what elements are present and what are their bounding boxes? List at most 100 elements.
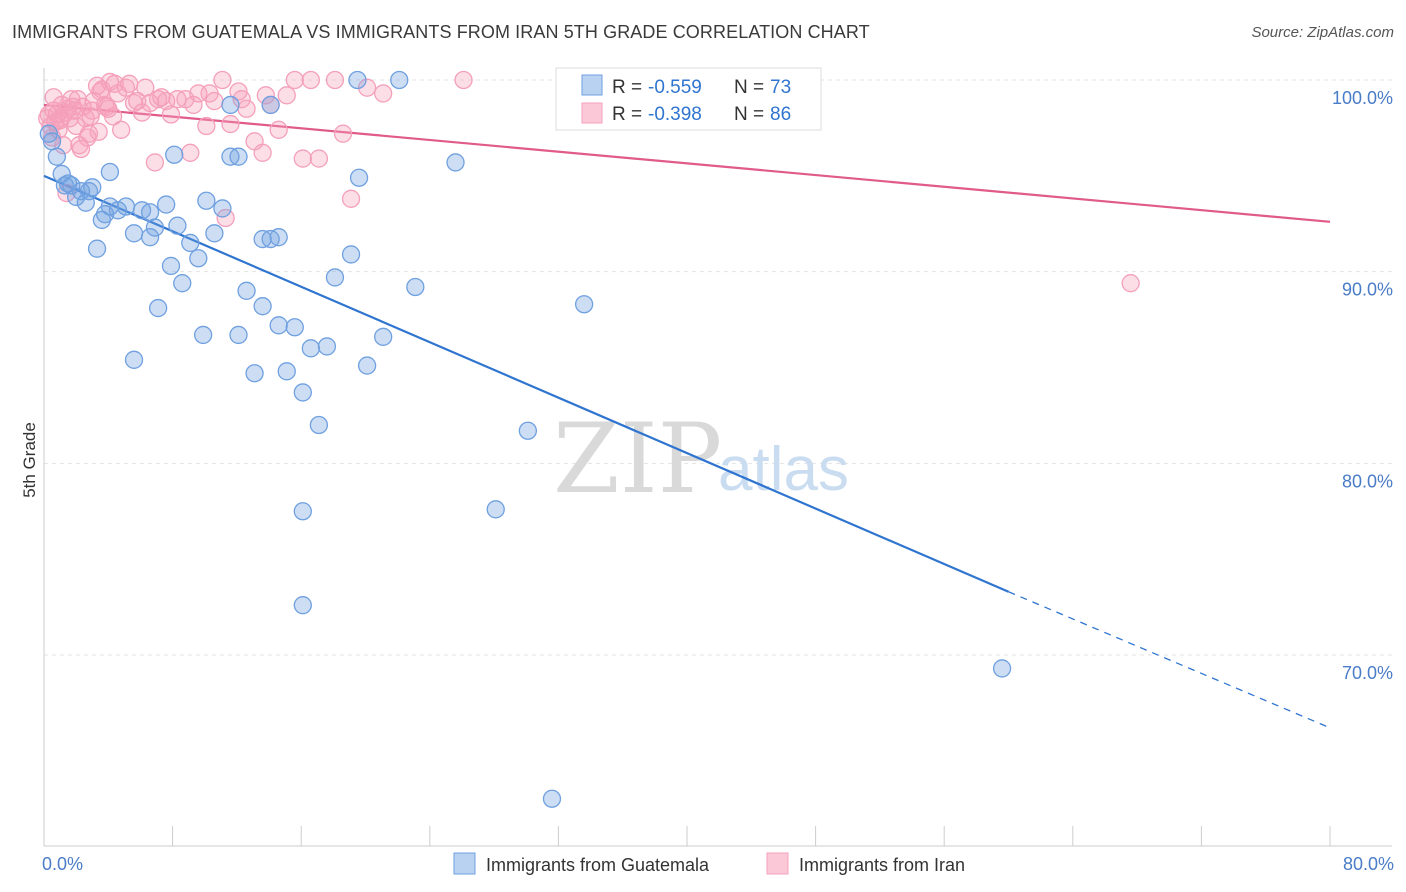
chart-title: IMMIGRANTS FROM GUATEMALA VS IMMIGRANTS … bbox=[12, 22, 870, 42]
legend-swatch-guatemala bbox=[453, 852, 476, 875]
y-axis-label: 5th Grade bbox=[20, 422, 39, 498]
y-tick-label-1: 90.0% bbox=[1342, 280, 1393, 300]
point-guatemala-54 bbox=[542, 789, 562, 808]
point-guatemala-26 bbox=[173, 274, 192, 293]
point-guatemala-38 bbox=[269, 316, 288, 335]
point-iran-85 bbox=[50, 111, 70, 130]
point-iran-29 bbox=[103, 107, 123, 126]
watermark: ZIP atlas bbox=[553, 403, 849, 515]
point-iran-54 bbox=[285, 70, 304, 90]
point-iran-62 bbox=[374, 84, 393, 103]
point-guatemala-28 bbox=[189, 249, 208, 268]
point-guatemala-46 bbox=[341, 245, 361, 264]
point-iran-67 bbox=[97, 97, 116, 116]
point-iran-24 bbox=[89, 122, 108, 141]
point-guatemala-44 bbox=[317, 337, 337, 356]
y-tick-label-0: 100.0% bbox=[1332, 88, 1393, 108]
point-iran-78 bbox=[44, 88, 63, 107]
point-iran-9 bbox=[54, 136, 73, 155]
point-guatemala-17 bbox=[116, 197, 136, 216]
point-guatemala-20 bbox=[140, 228, 160, 247]
point-iran-43 bbox=[197, 116, 216, 136]
trend-line-iran bbox=[43, 103, 1331, 223]
point-guatemala-48 bbox=[357, 356, 377, 375]
point-guatemala-27 bbox=[181, 233, 200, 253]
stats-r-value-iran: -0.398 bbox=[648, 104, 702, 125]
source-label: Source: ZipAtlas.com bbox=[1251, 24, 1394, 41]
stats-swatch-iran bbox=[581, 102, 603, 124]
point-iran-83 bbox=[128, 91, 147, 111]
point-guatemala-30 bbox=[205, 224, 224, 243]
point-guatemala-35 bbox=[245, 364, 264, 383]
point-iran-75 bbox=[216, 208, 235, 228]
point-iran-46 bbox=[221, 114, 240, 134]
stats-r-label-guatemala: R = bbox=[612, 77, 642, 98]
point-iran-45 bbox=[213, 70, 232, 90]
watermark-atlas: atlas bbox=[718, 435, 849, 504]
point-iran-70 bbox=[136, 78, 155, 97]
point-guatemala-55 bbox=[574, 295, 594, 314]
stats-n-value-guatemala: 73 bbox=[770, 77, 791, 98]
trend-lines bbox=[43, 103, 1331, 729]
point-iran-82 bbox=[91, 82, 110, 101]
point-guatemala-63 bbox=[100, 162, 120, 182]
axes bbox=[43, 68, 1392, 847]
point-guatemala-36 bbox=[253, 297, 272, 316]
point-iran-73 bbox=[184, 95, 203, 115]
legend-label-guatemala: Immigrants from Guatemala bbox=[486, 855, 710, 875]
point-guatemala-31 bbox=[213, 199, 232, 218]
point-guatemala-23 bbox=[157, 195, 176, 214]
point-guatemala-70 bbox=[253, 229, 272, 249]
trend-line-extension-guatemala bbox=[1008, 591, 1331, 729]
point-guatemala-61 bbox=[261, 95, 280, 115]
point-guatemala-4 bbox=[55, 176, 75, 195]
point-guatemala-64 bbox=[124, 350, 144, 369]
point-guatemala-6 bbox=[62, 176, 81, 195]
point-iran-80 bbox=[70, 136, 89, 155]
data-points bbox=[38, 70, 1140, 808]
point-guatemala-41 bbox=[293, 383, 312, 402]
point-guatemala-65 bbox=[165, 145, 184, 164]
point-iran-53 bbox=[277, 86, 296, 105]
point-guatemala-69 bbox=[293, 596, 312, 615]
legend: Immigrants from Guatemala Immigrants fro… bbox=[453, 852, 965, 875]
point-guatemala-13 bbox=[92, 210, 112, 230]
stats-r-label-iran: R = bbox=[612, 104, 642, 125]
point-iran-41 bbox=[181, 143, 200, 162]
point-iran-64 bbox=[1121, 274, 1140, 293]
point-guatemala-53 bbox=[518, 421, 538, 440]
point-guatemala-58 bbox=[992, 659, 1012, 678]
point-guatemala-42 bbox=[301, 339, 320, 358]
point-guatemala-12 bbox=[87, 239, 107, 258]
point-guatemala-1 bbox=[42, 132, 62, 151]
y-tick-label-2: 80.0% bbox=[1342, 471, 1393, 491]
point-iran-39 bbox=[161, 105, 181, 124]
point-guatemala-22 bbox=[148, 298, 168, 318]
point-iran-60 bbox=[341, 189, 361, 208]
point-iran-65 bbox=[62, 90, 81, 109]
point-guatemala-49 bbox=[374, 327, 393, 346]
point-guatemala-59 bbox=[348, 70, 367, 90]
point-iran-68 bbox=[105, 74, 124, 93]
x-tick-labels: 0.0% 80.0% bbox=[42, 854, 1394, 874]
point-iran-71 bbox=[152, 88, 171, 107]
point-guatemala-62 bbox=[221, 95, 240, 115]
point-guatemala-34 bbox=[237, 281, 256, 300]
point-iran-55 bbox=[293, 149, 312, 168]
point-guatemala-33 bbox=[229, 325, 248, 345]
point-guatemala-67 bbox=[269, 228, 288, 247]
stats-n-label-guatemala: N = bbox=[734, 77, 764, 98]
point-iran-63 bbox=[454, 70, 473, 90]
stats-r-value-guatemala: -0.559 bbox=[648, 77, 702, 98]
point-iran-36 bbox=[145, 153, 165, 172]
stats-n-value-iran: 86 bbox=[770, 104, 791, 125]
point-guatemala-9 bbox=[76, 193, 95, 212]
point-guatemala-47 bbox=[349, 168, 369, 187]
point-guatemala-43 bbox=[309, 415, 329, 435]
y-tick-labels: 100.0% 90.0% 80.0% 70.0% bbox=[1332, 88, 1393, 683]
point-iran-69 bbox=[120, 74, 139, 93]
point-guatemala-40 bbox=[285, 318, 304, 337]
x-tick-max: 80.0% bbox=[1343, 854, 1394, 874]
point-iran-56 bbox=[301, 70, 320, 90]
